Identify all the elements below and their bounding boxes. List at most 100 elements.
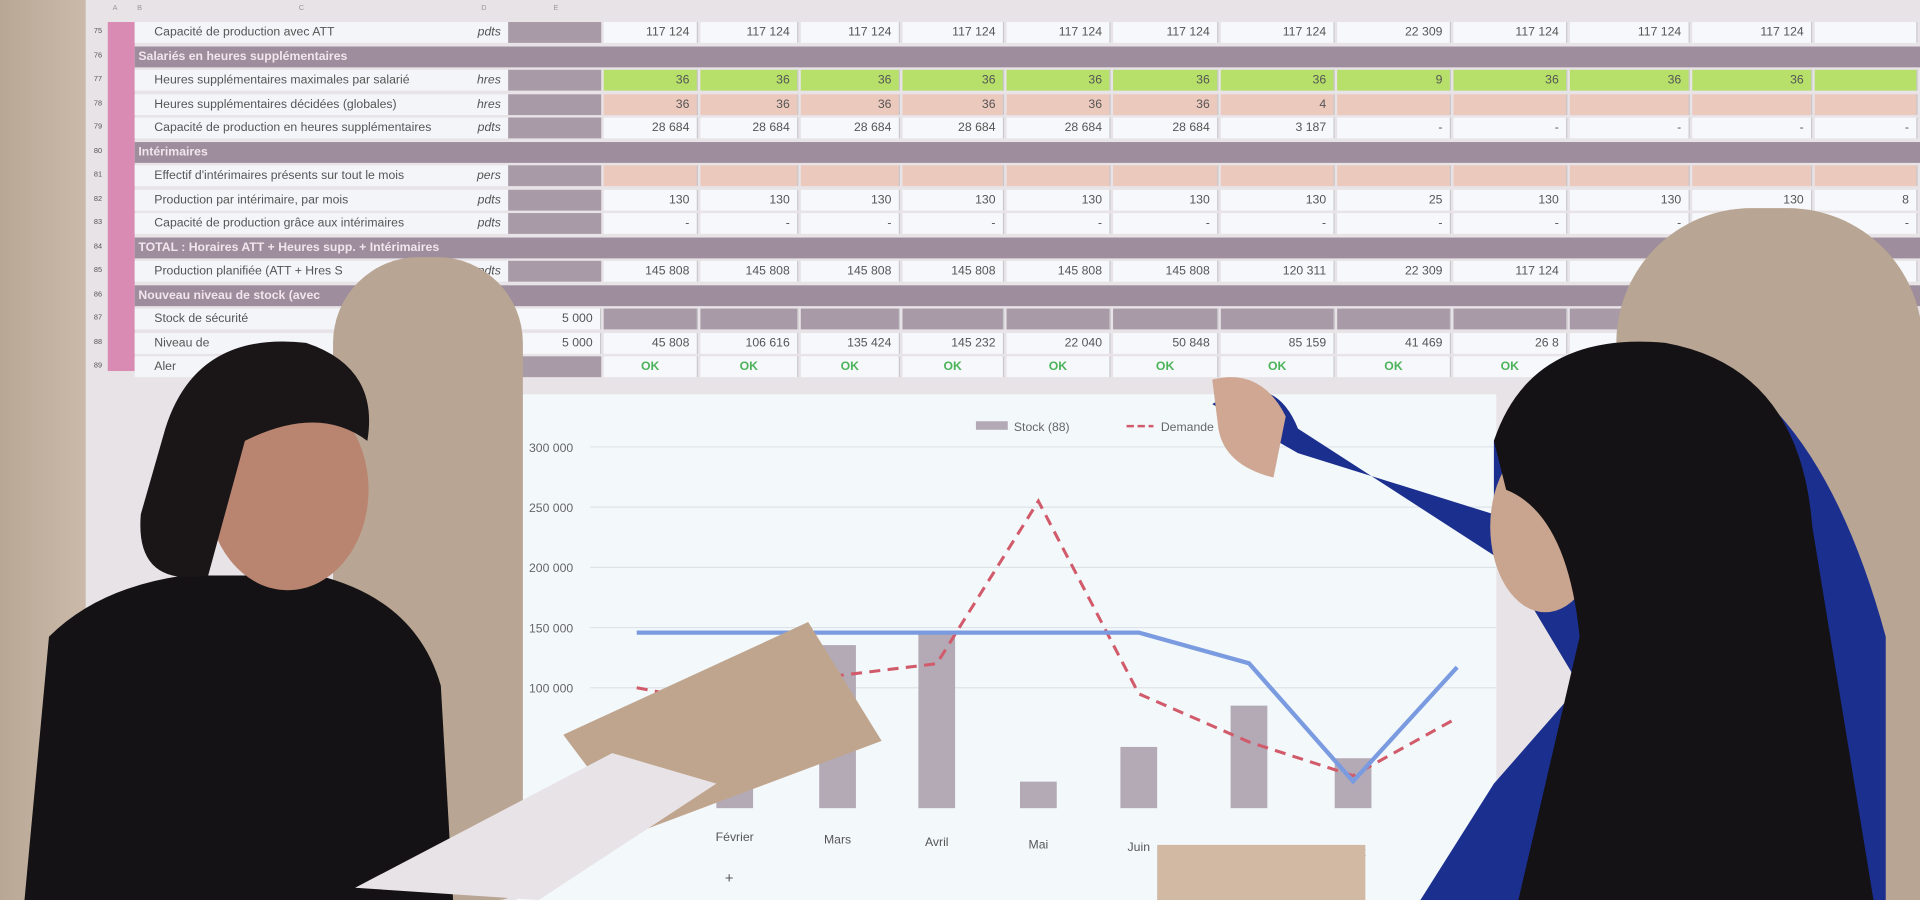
data-cell[interactable]: 36 xyxy=(1692,69,1813,91)
data-cell[interactable]: 25 xyxy=(1337,189,1452,211)
row-label[interactable]: Capacité de production en heures supplém… xyxy=(134,117,456,139)
row-number[interactable]: 86 xyxy=(93,290,103,299)
row-unit[interactable]: pdts xyxy=(455,213,509,234)
column-header[interactable]: D xyxy=(481,4,487,13)
data-cell[interactable]: - xyxy=(1337,213,1452,234)
data-cell[interactable]: 41 469 xyxy=(1337,332,1452,354)
cell-e[interactable] xyxy=(508,213,602,234)
data-cell[interactable]: OK xyxy=(1113,356,1219,378)
data-cell[interactable] xyxy=(1337,165,1452,187)
row-number[interactable]: 82 xyxy=(93,195,103,203)
data-cell[interactable]: 135 424 xyxy=(800,332,901,354)
data-cell[interactable] xyxy=(700,165,799,187)
data-cell[interactable]: 145 232 xyxy=(902,332,1005,354)
cell-e[interactable] xyxy=(508,260,602,282)
column-header[interactable]: B xyxy=(137,4,143,13)
data-cell[interactable]: 36 xyxy=(1006,69,1111,91)
data-cell[interactable] xyxy=(1453,93,1568,115)
data-cell[interactable]: - xyxy=(1113,213,1219,234)
row-unit[interactable]: pdts xyxy=(455,189,509,211)
data-cell[interactable] xyxy=(1814,93,1918,115)
data-cell[interactable] xyxy=(1220,165,1335,187)
row-label[interactable]: Effectif d'intérimaires présents sur tou… xyxy=(134,165,456,187)
data-cell[interactable]: 117 124 xyxy=(1113,22,1219,43)
data-cell[interactable]: - xyxy=(1814,117,1918,139)
row-number[interactable]: 77 xyxy=(93,75,103,84)
data-cell[interactable]: OK xyxy=(902,356,1005,378)
row-number[interactable]: 87 xyxy=(93,314,103,323)
row-label[interactable]: Heures supplémentaires maximales par sal… xyxy=(134,69,456,91)
data-cell[interactable]: 28 684 xyxy=(700,117,799,139)
data-cell[interactable]: 26 8 xyxy=(1453,332,1568,354)
data-cell[interactable]: 117 124 xyxy=(800,22,901,43)
data-cell[interactable]: 130 xyxy=(1113,189,1219,211)
data-cell[interactable]: 117 124 xyxy=(902,22,1005,43)
row-number[interactable]: 85 xyxy=(93,266,103,275)
cell-e[interactable]: 5 000 xyxy=(508,332,602,354)
data-cell[interactable]: 36 xyxy=(1113,69,1219,91)
data-cell[interactable]: 22 309 xyxy=(1337,22,1452,43)
data-cell[interactable] xyxy=(800,165,901,187)
cell-e[interactable] xyxy=(508,165,602,187)
data-cell[interactable]: - xyxy=(1220,213,1335,234)
data-cell[interactable]: 36 xyxy=(603,69,698,91)
data-cell[interactable]: - xyxy=(1337,117,1452,139)
data-cell[interactable]: 36 xyxy=(800,93,901,115)
data-cell[interactable] xyxy=(800,308,901,330)
data-cell[interactable]: 130 xyxy=(1220,189,1335,211)
data-cell[interactable]: 36 xyxy=(603,93,698,115)
row-number[interactable]: 84 xyxy=(93,243,103,251)
data-cell[interactable]: 145 808 xyxy=(700,260,799,282)
data-cell[interactable] xyxy=(1692,165,1813,187)
data-cell[interactable]: 45 808 xyxy=(603,332,698,354)
data-cell[interactable]: OK xyxy=(800,356,901,378)
data-cell[interactable] xyxy=(1113,308,1219,330)
data-cell[interactable]: 145 808 xyxy=(1113,260,1219,282)
cell-e[interactable] xyxy=(508,93,602,115)
data-cell[interactable]: 117 124 xyxy=(700,22,799,43)
data-cell[interactable]: 120 311 xyxy=(1220,260,1335,282)
data-cell[interactable] xyxy=(902,165,1005,187)
data-cell[interactable]: 50 848 xyxy=(1113,332,1219,354)
data-cell[interactable] xyxy=(902,308,1005,330)
cell-e[interactable] xyxy=(508,22,602,43)
row-number[interactable]: 79 xyxy=(93,123,103,132)
data-cell[interactable]: 130 xyxy=(700,189,799,211)
data-cell[interactable]: 145 808 xyxy=(800,260,901,282)
data-cell[interactable] xyxy=(1692,93,1813,115)
row-number[interactable]: 89 xyxy=(93,362,103,370)
row-number[interactable]: 78 xyxy=(93,99,103,108)
data-cell[interactable]: 130 xyxy=(1453,189,1568,211)
data-cell[interactable]: 36 xyxy=(700,93,799,115)
data-cell[interactable] xyxy=(603,308,698,330)
data-cell[interactable] xyxy=(700,308,799,330)
row-unit[interactable]: pers xyxy=(455,165,509,187)
data-cell[interactable]: - xyxy=(1006,213,1111,234)
data-cell[interactable] xyxy=(1814,69,1918,91)
data-cell[interactable]: 117 124 xyxy=(603,22,698,43)
data-cell[interactable]: 4 xyxy=(1220,93,1335,115)
data-cell[interactable]: - xyxy=(1569,117,1690,139)
row-label[interactable]: Capacité de production avec ATT xyxy=(134,22,456,43)
data-cell[interactable] xyxy=(603,165,698,187)
data-cell[interactable]: 36 xyxy=(1569,69,1690,91)
data-cell[interactable]: 145 808 xyxy=(1006,260,1111,282)
cell-e[interactable] xyxy=(508,356,602,378)
data-cell[interactable] xyxy=(1814,165,1918,187)
cell-e[interactable] xyxy=(508,69,602,91)
data-cell[interactable]: 22 309 xyxy=(1337,260,1452,282)
row-number[interactable]: 88 xyxy=(93,338,103,346)
row-label[interactable]: Capacité de production grâce aux intérim… xyxy=(134,213,456,234)
add-sheet-button[interactable]: + xyxy=(724,869,734,887)
row-number[interactable]: 75 xyxy=(93,28,103,36)
data-cell[interactable]: 36 xyxy=(1006,93,1111,115)
data-cell[interactable]: 145 808 xyxy=(902,260,1005,282)
column-header[interactable]: A xyxy=(112,4,118,13)
data-cell[interactable] xyxy=(1453,308,1568,330)
data-cell[interactable]: 8 xyxy=(1814,189,1918,211)
data-cell[interactable] xyxy=(1220,308,1335,330)
data-cell[interactable]: 3 187 xyxy=(1220,117,1335,139)
data-cell[interactable]: 117 124 xyxy=(1220,22,1335,43)
data-cell[interactable]: 36 xyxy=(1453,69,1568,91)
data-cell[interactable]: OK xyxy=(1337,356,1452,378)
